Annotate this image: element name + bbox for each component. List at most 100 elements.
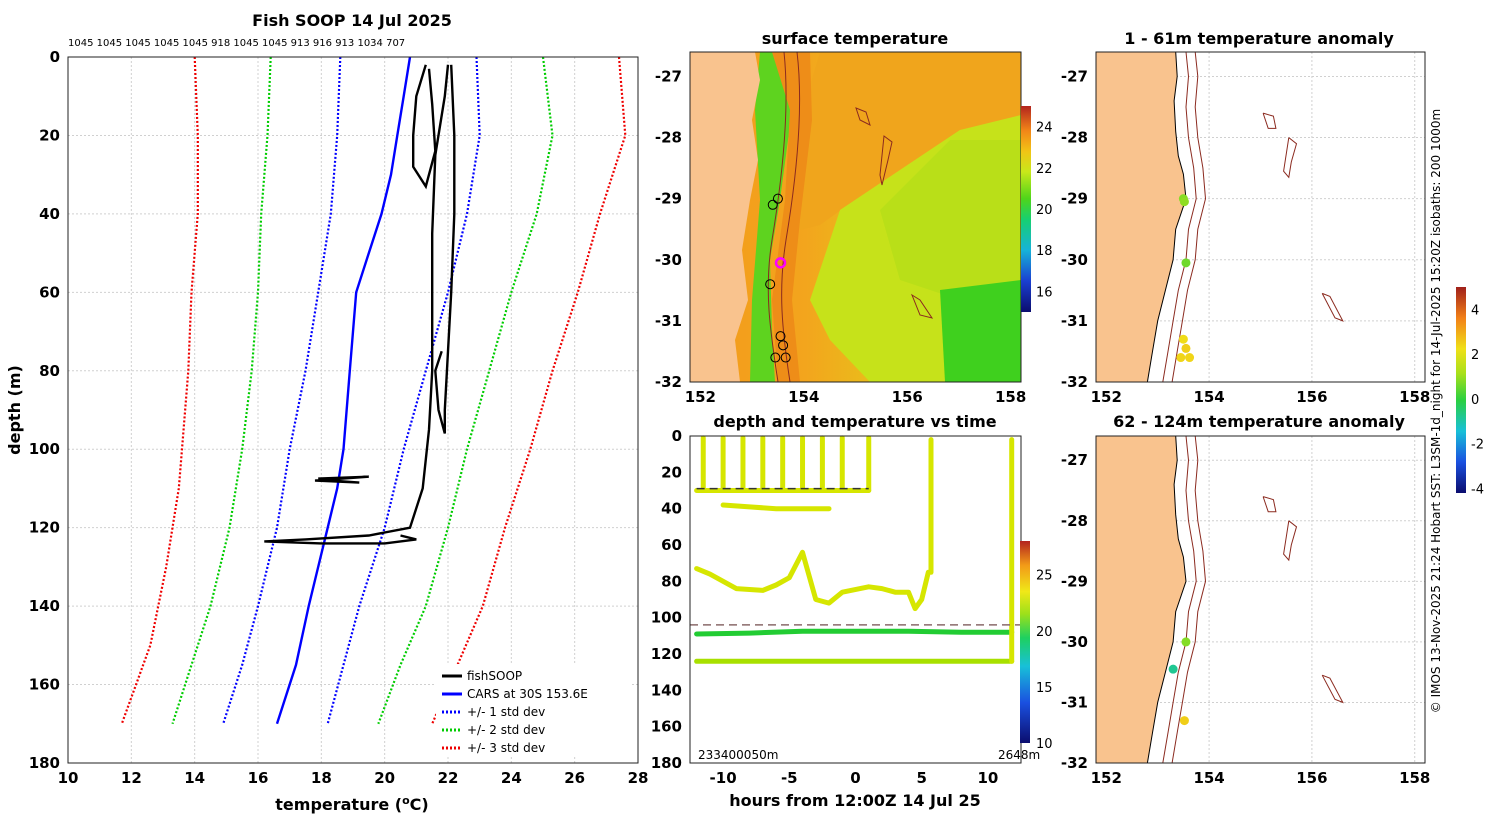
x-tick-label: 18	[311, 769, 332, 787]
profile-x-ticks: 10 12 14 16 18 20 22 24 26 28	[58, 769, 649, 787]
lon-tick-label: 154	[1193, 769, 1224, 787]
lon-tick-label: 152	[685, 388, 716, 406]
colorbar-tick-label: 24	[1036, 121, 1053, 136]
depth-time-frame	[689, 435, 1022, 764]
anomaly-deep-title: 62 - 124m temperature anomaly	[1113, 412, 1405, 431]
y-tick-label: 120	[29, 519, 60, 537]
colorbar-tick-label: 16	[1036, 285, 1053, 300]
lon-tick-label: 152	[1091, 388, 1122, 406]
x-tick-label: 10	[58, 769, 79, 787]
anomaly-deep-panel: 62 - 124m temperature anomaly 152 154 156 1…	[1061, 412, 1430, 787]
series-line	[326, 56, 481, 725]
lat-tick-label: -31	[1061, 693, 1088, 711]
lat-tick-label: -32	[1061, 373, 1088, 391]
legend-label: +/- 3 std dev	[467, 741, 545, 755]
series-line	[377, 56, 554, 725]
sst-field	[690, 52, 1021, 382]
station-marker	[765, 279, 776, 290]
lon-tick-label: 154	[788, 388, 819, 406]
anomaly-point	[1179, 197, 1189, 207]
lon-tick-label: 154	[1193, 388, 1224, 406]
y-tick-label: 140	[29, 597, 60, 615]
lat-tick-label: -28	[655, 129, 682, 147]
depth-time-panel: depth and temperature vs time -10 -5 0 5 100…	[651, 412, 1053, 810]
colorbar-tick-label: 2	[1471, 348, 1479, 363]
land	[1096, 436, 1187, 763]
anomaly-point	[1168, 664, 1178, 674]
lat-tick-label: -29	[655, 190, 682, 208]
colorbar-tick-label: 0	[1471, 393, 1479, 408]
credits-note: © IMOS 13-Nov-2025 21:24 Hobart SST: L3S…	[1429, 109, 1443, 713]
colorbar-tick-label: 22	[1036, 162, 1053, 177]
profile-series	[120, 56, 627, 725]
depth-track	[720, 502, 832, 512]
seamount-contour	[1262, 112, 1277, 129]
map-content	[1096, 436, 1425, 763]
depth-time-left-label: 233400050m	[698, 748, 778, 762]
legend-label: +/- 1 std dev	[467, 705, 545, 719]
map-content	[1096, 52, 1425, 382]
lon-tick-label: 156	[892, 388, 923, 406]
y-tick-label: 160	[651, 718, 682, 736]
lat-tick-label: -29	[1061, 190, 1088, 208]
station-marker	[775, 331, 786, 342]
station-marker	[778, 340, 789, 351]
sst-warm-region	[790, 52, 1021, 230]
x-tick-label: 26	[564, 769, 585, 787]
x-tick-label: 14	[184, 769, 205, 787]
anomaly-colorbar-ticks: -4 -2 0 2 4	[1471, 303, 1484, 497]
depth-time-colorbar-ticks: 10 15 20 25	[1036, 569, 1053, 752]
profile-legend: fishSOOP CARS at 30S 153.6E +/- 1 std dev +…	[436, 664, 632, 756]
sst-markers	[765, 193, 791, 363]
sst-title: surface temperature	[762, 29, 949, 48]
isobath-1000	[1171, 52, 1207, 382]
sst-colorbar-ticks: 16 18 20 22 24	[1036, 121, 1053, 301]
series-line	[412, 64, 437, 190]
series-line	[171, 56, 272, 725]
anomaly-deep-map: 152 154 156 158 -27 -28 -29 -30 -31 -32	[1061, 435, 1430, 787]
x-tick-label: -5	[781, 769, 798, 787]
sst-land	[690, 52, 760, 382]
lat-tick-label: -29	[1061, 572, 1088, 590]
anomaly-point	[1179, 716, 1189, 726]
sst-seamount-2	[879, 135, 893, 186]
sst-coastal-band	[750, 52, 792, 382]
legend-box	[436, 664, 632, 756]
seamount-contour	[1283, 137, 1298, 179]
sst-colorbar	[1021, 106, 1031, 312]
series-line	[264, 64, 450, 545]
isobath-200	[1162, 52, 1197, 382]
sst-seamount-3	[910, 293, 934, 319]
seamount-contour	[1283, 520, 1298, 562]
colorbar-tick-label: 20	[1036, 203, 1053, 218]
anomaly-point	[1176, 353, 1186, 363]
lat-tick-label: -27	[1061, 67, 1088, 85]
profile-grid	[67, 56, 639, 764]
y-tick-label: 20	[661, 463, 682, 481]
lon-tick-label: 158	[1399, 769, 1430, 787]
depth-time-series	[690, 435, 1021, 664]
y-tick-label: 60	[39, 283, 60, 301]
anomaly-point	[1181, 258, 1191, 268]
anomaly-shallow-map: 152 154 156 158 -27 -28 -29 -30 -31 -32	[1061, 51, 1430, 406]
current-position-marker	[774, 257, 787, 269]
y-tick-label: 0	[50, 48, 60, 66]
map-frame	[1095, 435, 1426, 764]
sst-isobath-200	[767, 52, 787, 382]
lon-tick-label: 158	[1399, 388, 1430, 406]
seamount-contour	[1262, 496, 1277, 513]
lon-tick-label: 158	[995, 388, 1026, 406]
x-tick-label: 22	[438, 769, 459, 787]
colorbar-tick-label: -4	[1471, 483, 1484, 498]
legend-label: fishSOOP	[467, 669, 522, 683]
seamount-contour	[1321, 674, 1344, 704]
anomaly-point	[1181, 343, 1191, 353]
depth-track	[694, 628, 1015, 637]
x-tick-label: 16	[248, 769, 269, 787]
colorbar-tick-label: 18	[1036, 244, 1053, 259]
anomaly-point	[1181, 637, 1191, 647]
colorbar-tick-label: -2	[1471, 438, 1484, 453]
legend-label: +/- 2 std dev	[467, 723, 545, 737]
colorbar-tick-label: 15	[1036, 681, 1053, 696]
